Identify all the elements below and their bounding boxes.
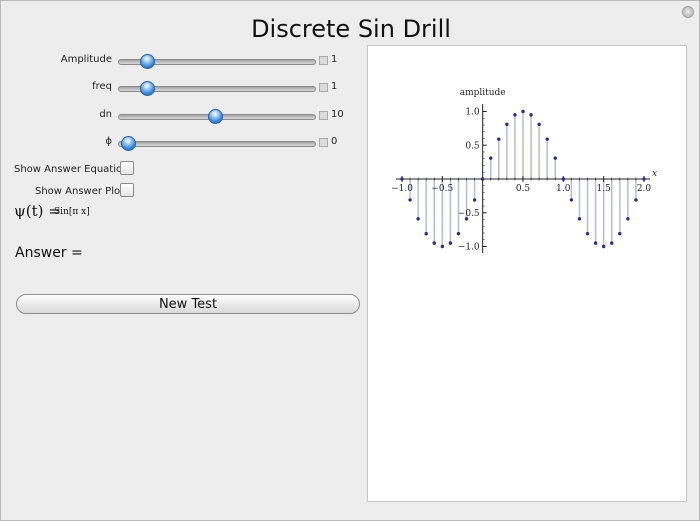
data-point: [545, 137, 549, 141]
phi-slider[interactable]: [118, 136, 316, 151]
close-icon[interactable]: ×: [682, 6, 694, 18]
expand-plus-icon[interactable]: [319, 56, 328, 65]
answer-label: Answer =: [15, 245, 83, 261]
data-point: [416, 217, 420, 221]
data-point: [634, 198, 638, 202]
x-tick-label: 0.5: [516, 184, 531, 194]
data-point: [593, 241, 598, 245]
x-tick-label: 1.5: [597, 184, 612, 194]
page-title: Discrete Sin Drill: [251, 15, 451, 43]
data-point: [626, 217, 630, 221]
data-point: [464, 217, 469, 221]
slider-thumb-icon[interactable]: [140, 81, 156, 96]
data-point: [618, 231, 622, 236]
x-tick-label: −1.0: [391, 184, 413, 194]
data-point: [497, 137, 501, 141]
data-point: [577, 217, 582, 221]
plot-panel: −1.0 −0.5 0.5 1.0 1.5 2.0 1.0 0.5 −0.5 −1.0 amplit…: [367, 45, 687, 502]
data-point: [472, 198, 477, 202]
data-point: [408, 198, 412, 202]
data-point: [480, 177, 485, 181]
data-point: [432, 241, 436, 245]
data-point: [642, 177, 646, 181]
data-point: [456, 231, 461, 236]
stem-plot: −1.0 −0.5 0.5 1.0 1.5 2.0 1.0 0.5 −0.5 −1.0 amplit…: [391, 88, 657, 253]
freq-slider[interactable]: [118, 81, 316, 96]
dn-label: dn: [99, 109, 112, 120]
y-tick-label: −1.0: [458, 243, 480, 253]
expand-plus-icon[interactable]: [319, 138, 328, 147]
amplitude-slider[interactable]: [118, 54, 316, 69]
data-point: [569, 198, 574, 202]
data-point: [440, 244, 445, 249]
data-point: [553, 156, 557, 160]
control-row-dn: dn 10: [1, 105, 361, 125]
new-test-button[interactable]: New Test: [16, 294, 360, 314]
equation-rhs: Sin[π x]: [54, 207, 90, 217]
slider-thumb-icon[interactable]: [140, 54, 156, 69]
dn-value: 10: [331, 109, 344, 120]
equation-lhs: ψ(t) =: [14, 202, 61, 220]
expand-plus-icon[interactable]: [319, 111, 328, 120]
x-axis-label: x: [652, 169, 657, 179]
dn-slider[interactable]: [118, 109, 316, 124]
data-point: [521, 109, 525, 114]
show-answer-plot-checkbox[interactable]: [120, 183, 134, 197]
x-tick-label: 2.0: [637, 184, 652, 194]
data-point: [448, 241, 453, 245]
data-point: [424, 231, 428, 236]
data-point: [529, 113, 533, 117]
data-point: [505, 122, 509, 127]
amplitude-label: Amplitude: [60, 54, 112, 65]
data-point: [513, 113, 517, 117]
data-point: [537, 122, 541, 127]
y-tick-label: −0.5: [458, 209, 480, 219]
data-point: [561, 177, 566, 181]
freq-label: freq: [92, 81, 112, 92]
data-point: [489, 156, 493, 160]
show-answer-equation-checkbox[interactable]: [120, 161, 134, 175]
control-row-amplitude: Amplitude 1: [1, 50, 361, 70]
y-axis-label: amplitude: [460, 88, 506, 98]
x-tick-label: −0.5: [431, 184, 453, 194]
data-point: [400, 177, 404, 181]
data-point: [610, 241, 614, 245]
expand-plus-icon[interactable]: [319, 83, 328, 92]
control-row-freq: freq 1: [1, 77, 361, 97]
show-answer-plot-label: Show Answer Plot: [35, 186, 125, 197]
phi-value: 0: [331, 136, 338, 147]
y-tick-label: 0.5: [465, 141, 480, 151]
slider-thumb-icon[interactable]: [208, 109, 224, 124]
freq-value: 1: [331, 81, 338, 92]
data-point: [585, 231, 590, 236]
show-answer-equation-label: Show Answer Equation: [14, 164, 129, 175]
slider-thumb-icon[interactable]: [120, 136, 136, 151]
phi-label: ϕ: [105, 136, 112, 147]
x-tick-label: 1.0: [556, 184, 571, 194]
amplitude-value: 1: [331, 54, 338, 65]
data-point: [601, 244, 606, 249]
y-tick-label: 1.0: [465, 108, 480, 118]
